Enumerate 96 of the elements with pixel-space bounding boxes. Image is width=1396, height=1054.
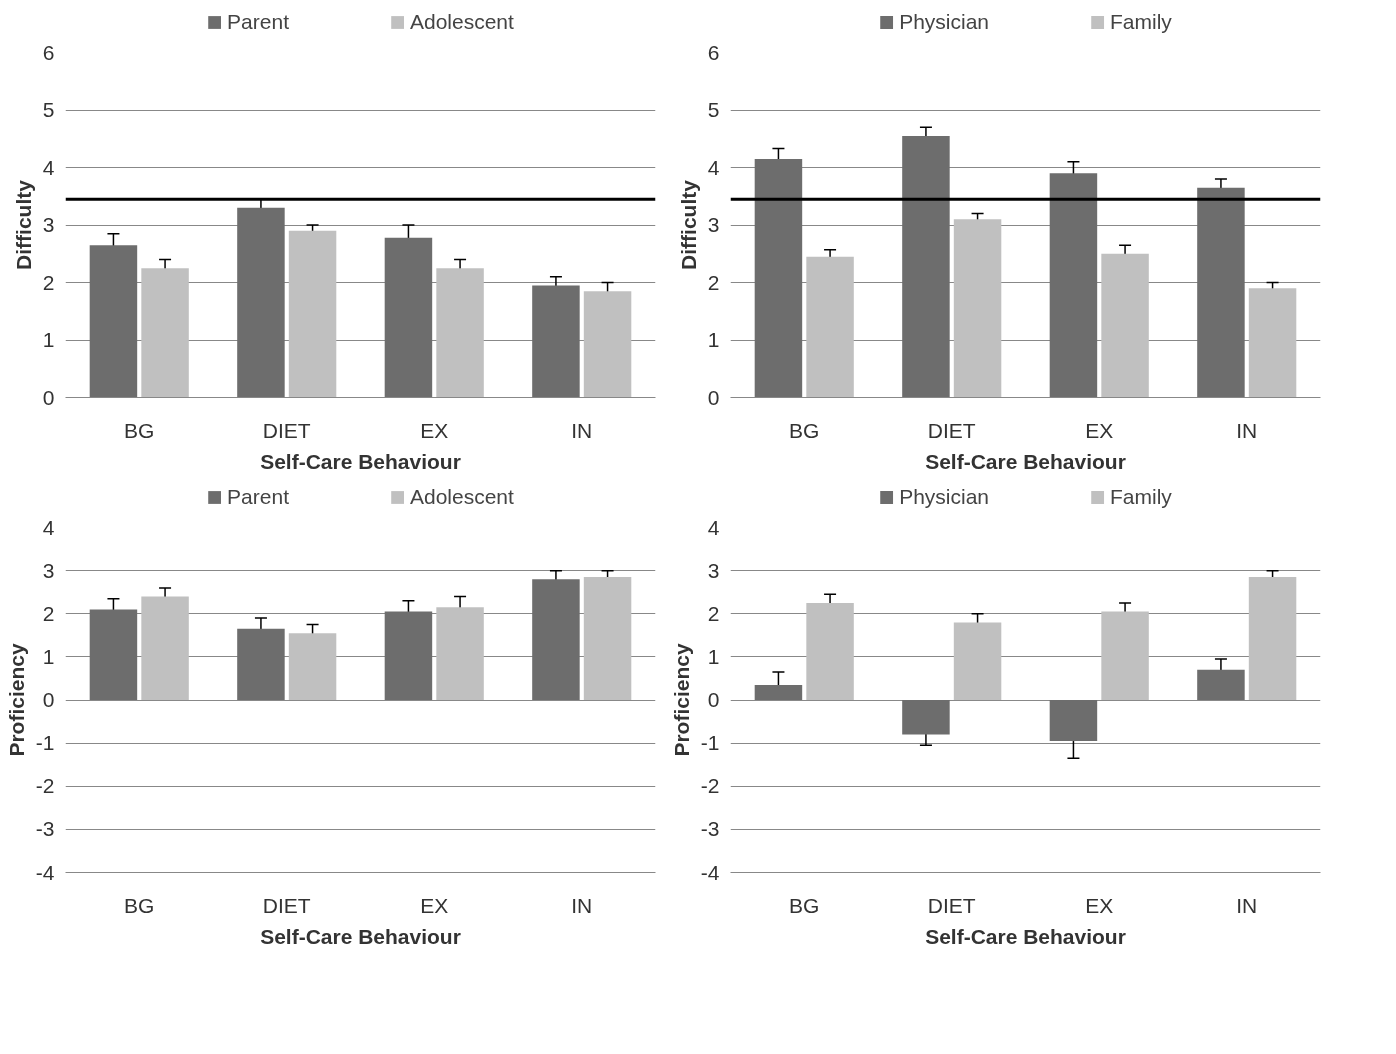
x-tick-label: IN <box>571 418 593 442</box>
y-tick-label: 4 <box>42 515 55 539</box>
y-tick-label: 1 <box>42 328 55 351</box>
x-tick-label: BG <box>124 893 155 917</box>
y-tick-label: 2 <box>42 601 55 625</box>
y-tick-label: -2 <box>700 774 720 798</box>
bar <box>754 684 803 700</box>
legend-label: Family <box>1110 485 1172 509</box>
bar <box>532 579 580 700</box>
bar <box>436 268 484 398</box>
y-tick-label: 4 <box>707 155 720 179</box>
bar <box>384 237 433 398</box>
x-tick-label: EX <box>1085 418 1114 442</box>
x-axis-title: Self-Care Behaviour <box>925 449 1126 473</box>
bar <box>1248 577 1297 700</box>
y-axis-title: Proficiency <box>4 643 28 757</box>
bar <box>806 256 854 398</box>
bar <box>1049 173 1098 398</box>
bar <box>1049 700 1098 741</box>
bar <box>953 622 1002 700</box>
bar <box>141 268 189 398</box>
y-tick-label: -1 <box>35 731 55 755</box>
bar <box>436 607 484 700</box>
y-tick-label: 2 <box>707 270 720 294</box>
bar <box>384 611 433 700</box>
x-tick-label: IN <box>1236 893 1258 917</box>
y-tick-label: -3 <box>700 817 720 841</box>
bar <box>237 628 285 700</box>
y-tick-label: -4 <box>35 860 55 884</box>
x-axis-title: Self-Care Behaviour <box>260 924 461 948</box>
y-tick-label: 0 <box>707 385 720 409</box>
y-tick-label: 1 <box>707 644 720 668</box>
y-tick-label: 4 <box>707 515 720 539</box>
legend-label: Physician <box>899 485 990 509</box>
x-tick-label: IN <box>571 893 593 917</box>
bar <box>754 158 803 398</box>
y-tick-label: 0 <box>707 688 720 711</box>
x-tick-label: DIET <box>927 893 976 917</box>
y-tick-label: 3 <box>707 558 720 582</box>
x-tick-label: DIET <box>927 418 976 442</box>
y-axis-title: Proficiency <box>669 643 693 757</box>
bar <box>89 245 138 398</box>
y-tick-label: -3 <box>35 817 55 841</box>
bar <box>953 219 1002 398</box>
x-tick-label: EX <box>420 418 449 442</box>
bar <box>1101 611 1149 700</box>
y-tick-label: 0 <box>42 385 55 409</box>
y-tick-label: -4 <box>700 860 720 884</box>
y-tick-label: 3 <box>42 213 55 236</box>
bar <box>237 207 285 398</box>
y-tick-label: 3 <box>42 558 55 582</box>
bar <box>1248 288 1297 398</box>
bar <box>1197 669 1245 700</box>
bar <box>141 596 189 700</box>
legend-label: Family <box>1110 10 1172 34</box>
x-tick-label: BG <box>789 893 820 917</box>
legend-label: Adolescent <box>409 10 514 34</box>
y-tick-label: 4 <box>42 155 55 179</box>
y-tick-label: 6 <box>707 40 720 64</box>
legend-label: Adolescent <box>409 485 514 509</box>
y-tick-label: 3 <box>707 213 720 236</box>
y-tick-label: 2 <box>707 601 720 625</box>
x-tick-label: IN <box>1236 418 1258 442</box>
x-tick-label: EX <box>420 893 449 917</box>
legend-label: Physician <box>899 10 990 34</box>
bar <box>583 291 632 398</box>
bar <box>902 700 950 735</box>
y-tick-label: 6 <box>42 40 55 64</box>
y-tick-label: 1 <box>707 328 720 351</box>
bar <box>288 633 337 700</box>
x-tick-label: DIET <box>262 893 311 917</box>
bar <box>1197 187 1245 398</box>
bar <box>532 285 580 398</box>
y-tick-label: 1 <box>42 644 55 668</box>
y-tick-label: 2 <box>42 270 55 294</box>
x-tick-label: DIET <box>262 418 311 442</box>
legend-label: Parent <box>227 485 289 509</box>
legend-label: Parent <box>227 10 289 34</box>
y-tick-label: 5 <box>707 98 720 121</box>
bar <box>902 135 950 398</box>
x-axis-title: Self-Care Behaviour <box>260 449 461 473</box>
y-tick-label: 5 <box>42 98 55 121</box>
y-axis-title: Difficulty <box>11 179 35 270</box>
y-tick-label: -1 <box>700 731 720 755</box>
y-tick-label: 0 <box>42 688 55 711</box>
x-axis-title: Self-Care Behaviour <box>925 924 1126 948</box>
x-tick-label: EX <box>1085 893 1114 917</box>
x-tick-label: BG <box>789 418 820 442</box>
bar <box>288 230 337 398</box>
bar <box>583 577 632 700</box>
bar <box>89 609 138 700</box>
y-tick-label: -2 <box>35 774 55 798</box>
y-axis-title: Difficulty <box>676 179 700 270</box>
x-tick-label: BG <box>124 418 155 442</box>
bar <box>1101 253 1149 398</box>
bar <box>806 602 854 700</box>
